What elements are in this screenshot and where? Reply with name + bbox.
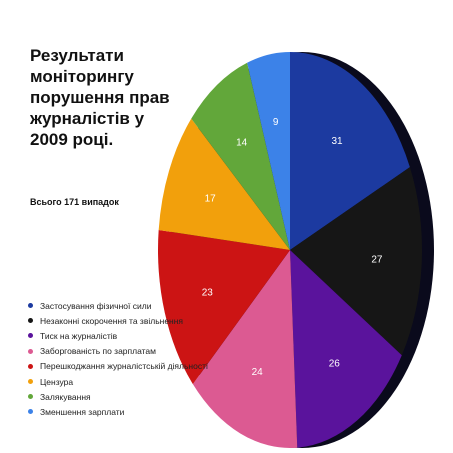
legend-item: Тиск на журналістів: [28, 328, 208, 343]
pie-slice: [157, 230, 290, 385]
legend-item: Зменшення зарплати: [28, 404, 208, 419]
legend-swatch: [28, 409, 33, 415]
legend-swatch: [28, 379, 33, 385]
pie-slices: [157, 52, 422, 449]
pie-slice-value-label: 27: [371, 254, 383, 265]
legend-label: Цензура: [40, 376, 74, 387]
chart-legend: Застосування фізичної сили Незаконні скор…: [28, 298, 208, 420]
legend-label: Залякування: [40, 391, 91, 402]
legend-swatch: [28, 363, 33, 369]
legend-label: Зменшення зарплати: [40, 406, 125, 417]
pie-slice-labels: 31 27 26 24 23 17 14 9: [202, 117, 383, 378]
legend-item: Заборгованість по зарплатам: [28, 344, 208, 359]
legend-item: Цензура: [28, 374, 208, 389]
total-cases-label: Всього 171 випадок: [30, 197, 119, 207]
pie-slice: [192, 250, 298, 449]
pie-slice: [290, 167, 422, 356]
pie-slice: [290, 250, 402, 448]
pie-slice-value-label: 31: [331, 136, 343, 147]
legend-item: Залякування: [28, 389, 208, 404]
pie-slice-value-label: 24: [252, 367, 264, 378]
legend-swatch: [28, 303, 33, 309]
pie-slice-value-label: 26: [329, 359, 341, 370]
pie-slice: [191, 62, 290, 251]
pie-slice-value-label: 14: [236, 137, 248, 148]
legend-item: Застосування фізичної сили: [28, 298, 208, 313]
legend-label: Перешкоджання журналістській діяльності: [40, 361, 208, 372]
pie-slice: [247, 52, 290, 250]
pie-slice: [290, 52, 410, 250]
pie-slice-value-label: 17: [205, 194, 217, 205]
legend-label: Заборгованість по зарплатам: [40, 346, 157, 357]
pie-slice-value-label: 23: [202, 287, 214, 298]
legend-label: Незаконні скорочення та звільнення: [40, 315, 184, 326]
legend-swatch: [28, 394, 33, 400]
legend-label: Тиск на журналістів: [40, 330, 118, 341]
legend-swatch: [28, 318, 33, 324]
legend-item: Перешкоджання журналістській діяльності: [28, 359, 208, 374]
pie-slice: [158, 118, 290, 250]
legend-label: Застосування фізичної сили: [40, 300, 152, 311]
pie-slice-value-label: 9: [273, 117, 279, 128]
chart-title: Результати моніторингу порушення прав жу…: [30, 46, 170, 149]
legend-item: Незаконні скорочення та звільнення: [28, 313, 208, 328]
legend-swatch: [28, 333, 33, 339]
legend-swatch: [28, 348, 33, 354]
